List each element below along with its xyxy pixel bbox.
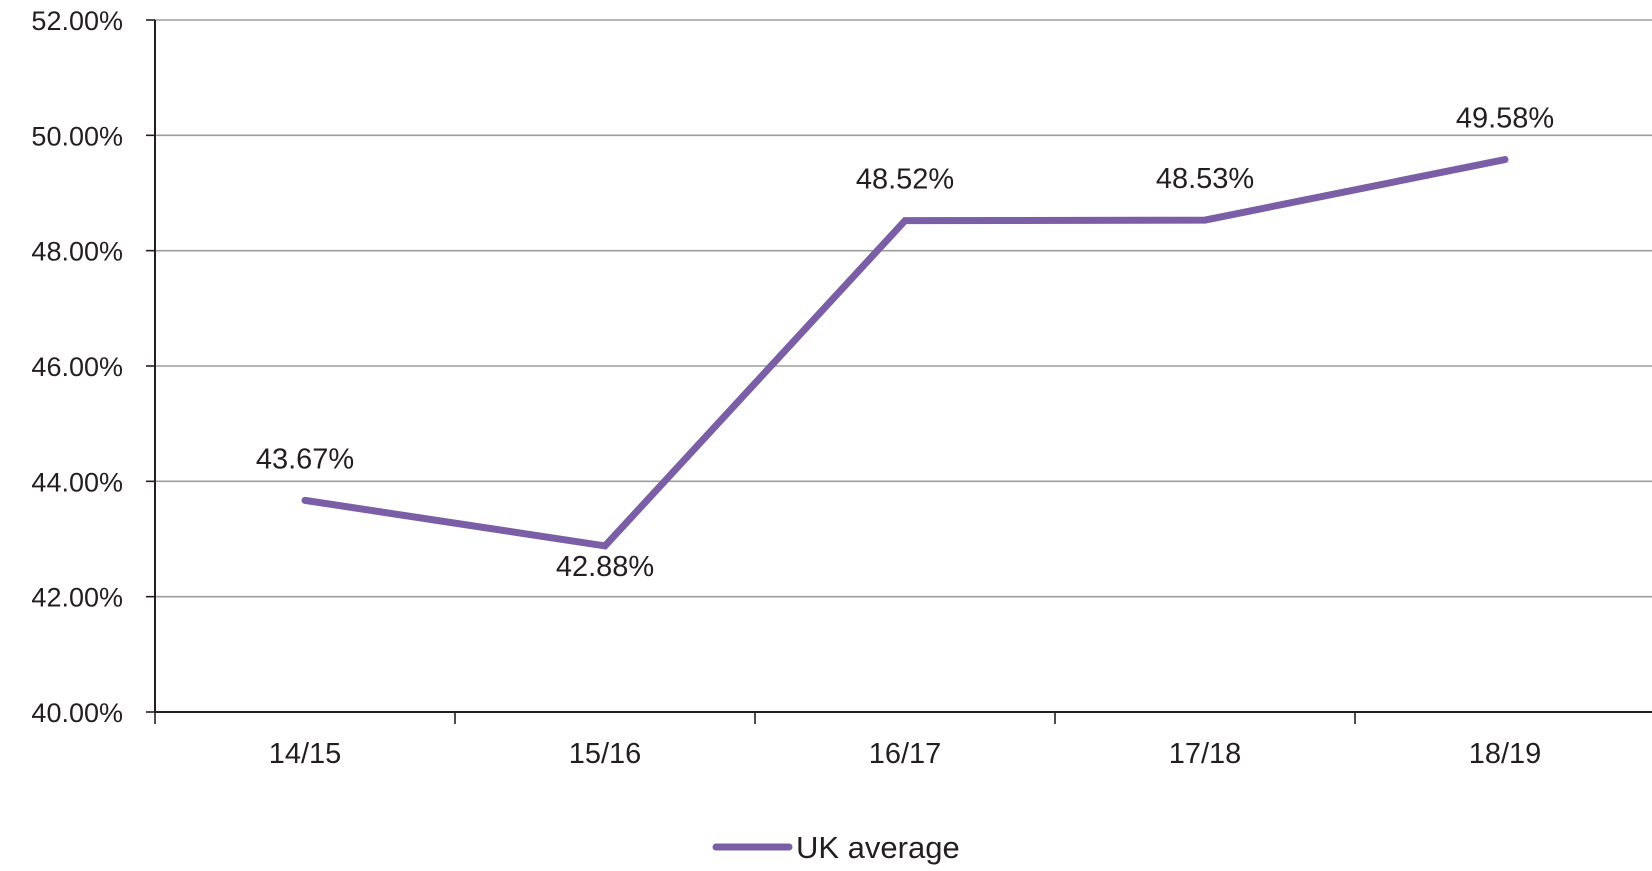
data-label: 42.88% (556, 551, 654, 583)
y-tick-label: 46.00% (31, 352, 123, 382)
y-tick-label: 44.00% (31, 467, 123, 497)
y-tick-label: 50.00% (31, 121, 123, 151)
data-label: 48.53% (1156, 163, 1254, 195)
axes (146, 19, 1652, 724)
y-tick-label: 42.00% (31, 583, 123, 613)
series-line-uk-average (301, 156, 1509, 550)
y-axis-tick-labels: 40.00% 42.00% 44.00% 46.00% 48.00% 50.00% 52.0… (31, 6, 123, 728)
y-tick-label: 52.00% (31, 6, 123, 36)
x-tick-label: 18/19 (1469, 738, 1542, 770)
gridlines (155, 19, 1652, 598)
data-label: 49.58% (1456, 103, 1554, 135)
legend: UK average (712, 830, 960, 865)
data-label: 43.67% (256, 443, 354, 475)
y-tick-label: 40.00% (31, 698, 123, 728)
legend-label: UK average (796, 830, 960, 865)
x-tick-label: 17/18 (1169, 738, 1242, 770)
data-labels: 43.67% 42.88% 48.52% 48.53% 49.58% (256, 103, 1554, 583)
x-tick-label: 16/17 (869, 738, 942, 770)
series-lines (301, 156, 1509, 550)
data-label: 48.52% (856, 164, 954, 196)
x-tick-label: 15/16 (569, 738, 642, 770)
x-axis-tick-labels: 14/15 15/16 16/17 17/18 18/19 (269, 738, 1542, 770)
x-tick-label: 14/15 (269, 738, 342, 770)
y-tick-label: 48.00% (31, 237, 123, 267)
